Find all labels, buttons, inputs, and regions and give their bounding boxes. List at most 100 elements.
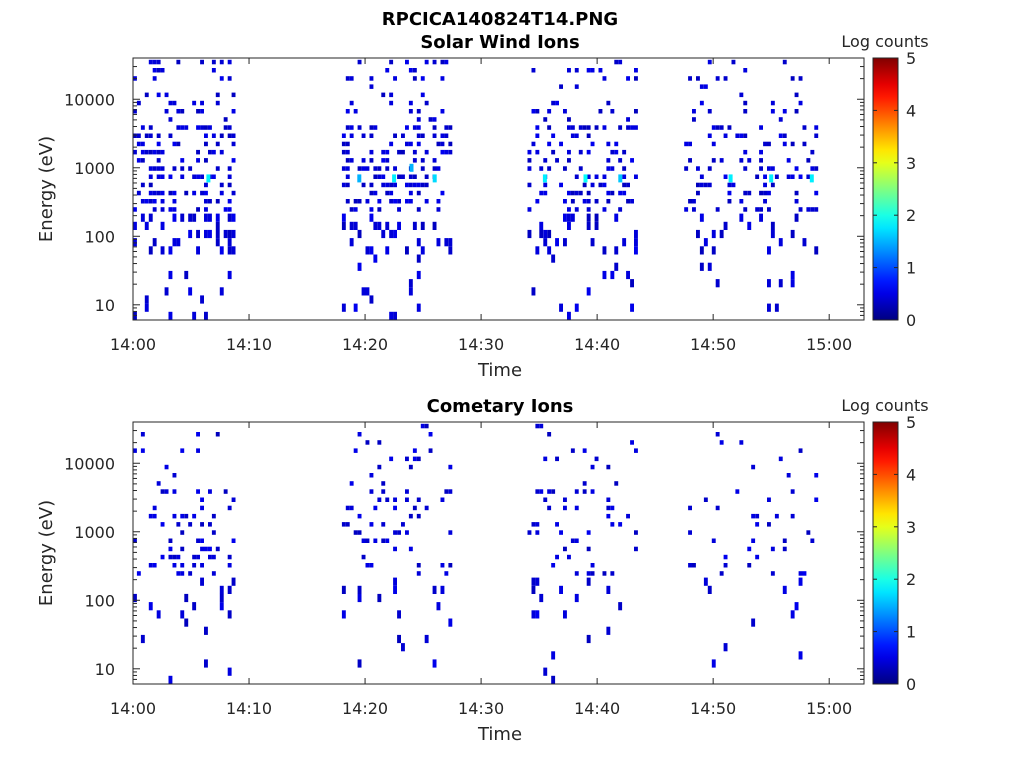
count-cell (539, 190, 544, 196)
count-cell (148, 174, 153, 179)
count-cell (152, 76, 157, 81)
count-cell (345, 505, 350, 511)
count-cell (381, 489, 386, 494)
count-cell (444, 238, 449, 247)
count-cell (535, 246, 540, 255)
count-cell (602, 174, 607, 179)
count-cell (610, 166, 615, 171)
count-cell (211, 530, 216, 535)
count-cell (133, 538, 137, 543)
count-cell (590, 238, 595, 247)
count-cell (551, 254, 556, 263)
count-cell (535, 125, 540, 130)
count-cell (148, 59, 153, 65)
count-cell (767, 141, 771, 147)
count-cell (743, 190, 748, 196)
count-cell (590, 563, 595, 568)
count-cell (381, 182, 386, 188)
count-cell (412, 174, 417, 179)
count-cell (696, 166, 700, 171)
count-cell (786, 473, 791, 478)
count-cell (160, 199, 165, 204)
count-cell (369, 246, 374, 255)
count-cell (172, 473, 177, 478)
count-cell (160, 190, 165, 196)
count-cell (703, 238, 708, 247)
count-cell (176, 571, 181, 576)
count-cell (586, 287, 591, 296)
count-cell (618, 207, 623, 212)
count-cell (634, 246, 638, 255)
count-cell (424, 59, 429, 65)
count-cell (802, 141, 807, 147)
count-cell (814, 497, 819, 502)
count-cell (420, 182, 425, 188)
count-cell (814, 166, 819, 171)
count-cell (602, 125, 607, 130)
count-cell (156, 59, 161, 65)
x-tick-labels: 14:00 14:10 14:20 14:30 14:40 14:50 15:00 (110, 58, 852, 354)
count-cell (215, 432, 220, 437)
count-cell (582, 489, 587, 494)
count-cell (711, 158, 716, 163)
count-cell (361, 133, 366, 138)
count-cell (574, 68, 579, 73)
count-cell (365, 538, 370, 543)
count-cell (594, 456, 599, 462)
count-cell (578, 125, 583, 130)
count-cell (555, 522, 559, 527)
count-cell (794, 92, 799, 98)
count-cell (424, 505, 429, 511)
count-cell (156, 68, 161, 73)
count-cell (606, 190, 611, 196)
count-cell (574, 505, 579, 511)
count-cell (152, 190, 157, 196)
count-cell (602, 76, 607, 81)
count-cell (586, 213, 591, 222)
count-cell (432, 125, 437, 130)
count-cell (707, 182, 712, 188)
count-cell (782, 538, 787, 543)
count-cell (626, 270, 630, 280)
count-cell (136, 141, 141, 147)
count-cell (152, 513, 157, 519)
count-cell (180, 610, 185, 619)
count-cell (215, 141, 220, 147)
count-cell (778, 117, 783, 122)
plot-area (133, 422, 864, 684)
count-cell (723, 174, 728, 179)
count-cell (227, 238, 232, 247)
count-cell (140, 182, 145, 188)
count-cell (634, 109, 638, 114)
count-cell (707, 109, 712, 114)
x-axis-label: Time (477, 724, 522, 745)
count-cell (393, 577, 397, 586)
count-cell (211, 133, 216, 138)
count-cell (719, 125, 724, 130)
count-cell (160, 207, 165, 212)
count-cell (763, 190, 767, 196)
count-cell (606, 626, 611, 635)
count-cell (559, 182, 563, 188)
count-cell (156, 166, 161, 171)
count-cell (778, 279, 783, 288)
count-cell (543, 190, 548, 196)
x-axis-label: Time (477, 360, 522, 381)
count-cell (361, 287, 366, 296)
count-cell (196, 207, 200, 212)
count-cell (188, 166, 193, 171)
count-cell (527, 182, 532, 188)
count-cell (763, 199, 767, 204)
count-cell (688, 158, 692, 163)
count-cell (412, 448, 417, 453)
count-cell (200, 295, 204, 304)
count-cell (373, 166, 378, 171)
count-cell (152, 199, 157, 204)
count-cell (393, 133, 397, 138)
count-cell (133, 593, 137, 603)
colorbar-tick-label: 4 (906, 465, 916, 484)
count-cell (559, 530, 563, 535)
count-cell (763, 182, 767, 188)
count-cell (365, 563, 370, 568)
count-cell (365, 246, 370, 255)
